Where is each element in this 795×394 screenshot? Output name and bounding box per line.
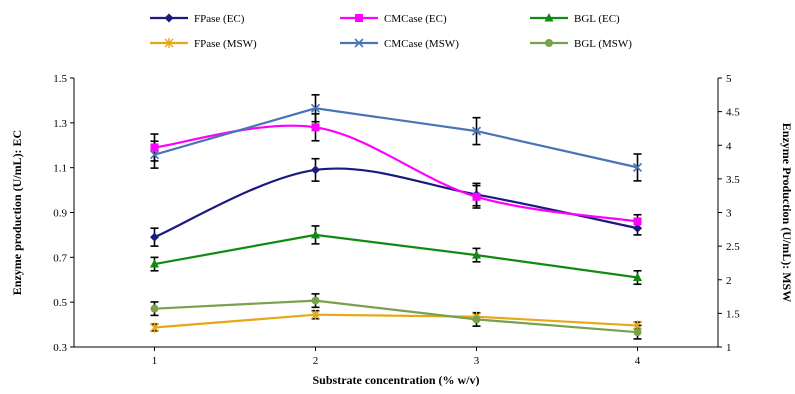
legend-item-fpase-msw: FPase (MSW)	[150, 38, 257, 50]
y-right-tick-label: 1.5	[726, 308, 740, 320]
data-point-cmcase-msw	[149, 150, 160, 160]
y-left-tick-label: 1.1	[53, 163, 67, 175]
x-axis-title: Substrate concentration (% w/v)	[313, 373, 480, 387]
legend-item-bgl-ec: BGL (EC)	[530, 13, 620, 25]
data-point-bgl-ec	[311, 229, 320, 239]
data-point-bgl-ec	[150, 259, 159, 268]
y-right-tick-label: 5	[726, 73, 732, 85]
series-line-bgl-ec	[154, 233, 638, 279]
y-left-tick-label: 1.3	[53, 118, 67, 130]
data-point-bgl-ec	[472, 250, 481, 259]
y-right-tick-label: 4.5	[726, 107, 740, 119]
y-right-tick-label: 2	[726, 275, 732, 287]
legend-item-fpase-ec: FPase (EC)	[150, 13, 245, 25]
legend-label: BGL (MSW)	[574, 38, 632, 50]
data-point-fpase-ec	[311, 165, 320, 175]
legend-label: FPase (MSW)	[194, 38, 257, 50]
data-point-bgl-msw	[472, 315, 481, 324]
x-tick-label: 1	[152, 355, 158, 367]
y-left-tick-label: 0.9	[53, 208, 67, 220]
series-line-cmcase-ec	[154, 124, 638, 223]
plot-area	[149, 94, 643, 340]
y-right-tick-label: 3.5	[726, 174, 740, 186]
y-left-tick-label: 0.5	[53, 297, 67, 309]
legend-swatch-marker	[355, 14, 363, 22]
y-axis-left-title: Enzyme production (U/mL): EC	[10, 130, 24, 295]
data-point-bgl-msw	[311, 296, 320, 305]
data-point-fpase-ec	[633, 223, 642, 233]
data-point-cmcase-ec	[311, 123, 320, 132]
legend-swatch-marker	[544, 13, 554, 22]
y-right-tick-label: 4	[726, 140, 732, 152]
y-ticks-left: 0.3 0.5 0.7 0.9 1.1 1.3 1.5	[53, 73, 74, 354]
error-bars	[150, 94, 642, 340]
x-tick-label: 3	[474, 355, 480, 367]
legend-swatch-marker	[354, 38, 364, 48]
y-right-tick-label: 2.5	[726, 241, 740, 253]
y-ticks-right: 1 1.5 2 2.5 3 3.5 4 4.5 5	[718, 73, 740, 354]
chart-axes: 1 2 3 4 0.3 0.5 0.7 0.9 1.1 1.3 1.5 1 1.5 2 2.5 3 3.5 4…	[10, 73, 794, 387]
y-left-tick-label: 0.3	[53, 342, 67, 354]
legend-item-cmcase-ec: CMCase (EC)	[340, 13, 447, 25]
legend-swatch-marker	[545, 39, 553, 47]
x-ticks: 1 2 3 4	[152, 347, 641, 367]
data-point-cmcase-msw	[632, 162, 643, 173]
legend-item-bgl-msw: BGL (MSW)	[530, 38, 632, 50]
data-point-fpase-msw	[311, 309, 320, 320]
x-tick-label: 2	[313, 355, 319, 367]
data-point-cmcase-ec	[472, 192, 481, 201]
legend-swatch-marker	[164, 13, 174, 23]
data-point-bgl-msw	[633, 328, 642, 337]
series-line-fpase-msw	[154, 313, 638, 329]
legend-label: BGL (EC)	[574, 13, 620, 25]
data-point-cmcase-ec	[633, 217, 642, 226]
legend-label: FPase (EC)	[194, 13, 245, 25]
data-point-bgl-msw	[150, 304, 159, 313]
series-line-cmcase-msw	[154, 107, 638, 169]
legend-label: CMCase (EC)	[384, 13, 447, 25]
data-point-bgl-ec	[633, 272, 642, 282]
y-right-tick-label: 3	[726, 208, 732, 220]
data-point-cmcase-msw	[310, 103, 321, 113]
data-point-cmcase-ec	[150, 143, 159, 152]
data-point-fpase-ec	[150, 232, 159, 242]
data-point-fpase-msw	[150, 322, 159, 333]
y-left-tick-label: 0.7	[53, 252, 67, 264]
y-left-tick-label: 1.5	[53, 73, 67, 85]
data-point-cmcase-msw	[471, 126, 482, 136]
chart-legend: FPase (EC) CMCase (EC) BGL (EC) FPase (MSW)…	[150, 13, 632, 50]
y-axis-right-title: Enzyme Production (U/mL): MSW	[780, 123, 794, 302]
legend-swatch-marker	[164, 38, 174, 48]
series-line-bgl-msw	[154, 299, 638, 334]
legend-label: CMCase (MSW)	[384, 38, 459, 50]
legend-item-cmcase-msw: CMCase (MSW)	[340, 38, 459, 50]
series-line-fpase-ec	[154, 167, 638, 239]
x-tick-label: 4	[635, 355, 641, 367]
y-right-tick-label: 1	[726, 342, 732, 354]
